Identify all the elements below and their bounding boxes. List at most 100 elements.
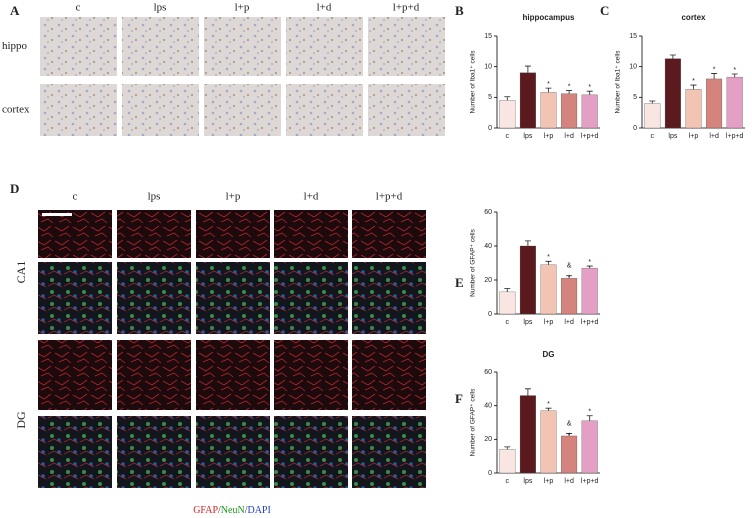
fluorescence-image xyxy=(352,340,426,410)
x-tick-label: lps xyxy=(523,133,532,140)
bar xyxy=(499,449,516,474)
significance-marker: * xyxy=(547,401,550,408)
significance-marker: & xyxy=(567,420,572,427)
chart-title: cortex xyxy=(681,13,706,22)
significance-marker: * xyxy=(547,254,550,261)
scale-bar xyxy=(42,213,72,216)
x-tick-label: l+p xyxy=(544,319,554,326)
significance-marker: * xyxy=(692,78,695,85)
error-bar xyxy=(524,388,531,396)
fluorescence-image xyxy=(117,210,191,258)
y-tick-label: 40 xyxy=(484,243,492,250)
error-bar xyxy=(545,260,552,265)
error-bar xyxy=(545,87,552,93)
chart-title: hippocampus xyxy=(522,13,575,22)
significance-marker: * xyxy=(733,67,736,74)
bar xyxy=(561,278,578,315)
row-label: hippo xyxy=(2,40,28,52)
fluorescence-image xyxy=(117,340,191,410)
ihc-image xyxy=(204,17,281,76)
x-tick-label: l+d xyxy=(564,319,574,326)
fluorescence-image xyxy=(274,340,348,410)
x-tick-label: l+p+d xyxy=(581,478,599,485)
significance-marker: * xyxy=(568,432,571,439)
error-bar xyxy=(690,84,697,90)
bar xyxy=(540,410,557,474)
error-bar xyxy=(566,433,573,436)
y-tick-label: 0 xyxy=(488,311,492,318)
error-bar xyxy=(669,54,676,59)
stain-name: / xyxy=(245,505,248,516)
ihc-image xyxy=(368,84,445,136)
bar xyxy=(581,267,598,315)
fluorescence-image xyxy=(196,416,270,488)
error-bar xyxy=(504,446,511,450)
y-tick-label: 5 xyxy=(633,94,637,101)
bar xyxy=(519,245,536,315)
fluorescence-image xyxy=(38,416,112,488)
column-label: c xyxy=(76,2,81,14)
fluorescence-image xyxy=(38,210,112,258)
panel-letter: A xyxy=(10,3,20,18)
error-bar xyxy=(649,100,656,104)
x-tick-label: c xyxy=(651,133,655,140)
ihc-image xyxy=(40,17,117,76)
column-label: lps xyxy=(148,191,161,203)
ihc-image xyxy=(122,17,199,76)
fluorescence-image xyxy=(196,210,270,258)
image-panels xyxy=(38,17,445,488)
y-tick-label: 0 xyxy=(633,125,637,132)
column-label: lps xyxy=(154,2,167,14)
stain-legend: GFAP/NeuN/DAPI xyxy=(193,505,271,516)
x-tick-label: l+d xyxy=(709,133,719,140)
x-tick-label: c xyxy=(506,133,510,140)
y-axis-label: Number of GFAP⁺ cells xyxy=(470,388,477,456)
significance-marker: * xyxy=(588,259,591,266)
y-tick-label: 10 xyxy=(484,64,492,71)
error-bar xyxy=(524,65,531,73)
stain-name: NeuN xyxy=(221,505,245,516)
bar xyxy=(561,435,578,474)
significance-marker: * xyxy=(588,84,591,91)
significance-marker: * xyxy=(588,409,591,416)
fluorescence-image xyxy=(274,416,348,488)
y-axis-label: Number of Iba1⁺ cells xyxy=(615,50,622,114)
error-bar xyxy=(586,415,593,421)
bar xyxy=(581,420,598,474)
ihc-image xyxy=(286,84,363,136)
ihc-image xyxy=(204,84,281,136)
fluorescence-image xyxy=(117,262,191,334)
y-tick-label: 10 xyxy=(629,64,637,71)
x-tick-label: l+d xyxy=(564,478,574,485)
panel-letter: E xyxy=(455,275,464,290)
y-tick-label: 60 xyxy=(484,369,492,376)
y-tick-label: 20 xyxy=(484,436,492,443)
ihc-image xyxy=(40,84,117,136)
x-tick-label: lps xyxy=(668,133,677,140)
fluorescence-image xyxy=(196,340,270,410)
x-tick-label: c xyxy=(506,478,510,485)
panel-letter: D xyxy=(10,181,19,196)
x-tick-label: lps xyxy=(523,319,532,326)
ihc-image xyxy=(286,17,363,76)
error-bar xyxy=(586,265,593,269)
bar xyxy=(726,76,743,129)
y-tick-label: 0 xyxy=(488,470,492,477)
fluorescence-image xyxy=(274,262,348,334)
column-label: l+p+d xyxy=(393,2,420,14)
column-label: l+p+d xyxy=(376,191,403,203)
row-label: DG xyxy=(14,411,28,429)
column-label: l+d xyxy=(317,2,332,14)
stain-name: DAPI xyxy=(247,505,270,516)
x-tick-label: l+p+d xyxy=(581,133,599,140)
panel-letter: C xyxy=(600,3,609,18)
fluorescence-image xyxy=(352,210,426,258)
panel-letter: F xyxy=(455,391,463,406)
stain-name: / xyxy=(218,505,221,516)
y-tick-label: 60 xyxy=(484,209,492,216)
ihc-image xyxy=(368,17,445,76)
error-bar xyxy=(586,90,593,95)
x-tick-label: l+p xyxy=(544,478,554,485)
